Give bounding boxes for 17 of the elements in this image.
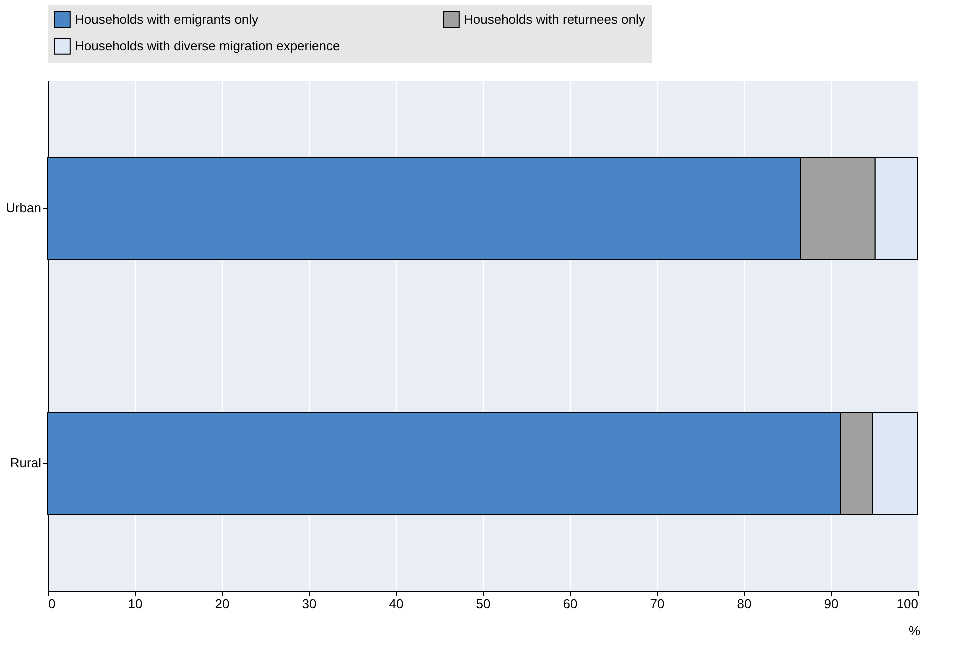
y-tick-label: Rural [10, 456, 42, 470]
legend-label: Households with diverse migration experience [75, 38, 340, 54]
x-tick-label: 80 [737, 596, 752, 612]
x-tick-label: 10 [128, 596, 143, 612]
y-tick-label: Urban [6, 200, 42, 216]
x-tick-label: 50 [476, 596, 491, 612]
x-tick-label: 60 [563, 596, 578, 612]
legend-label: Households with emigrants only [75, 12, 260, 27]
x-tick-label: 0 [48, 596, 56, 612]
x-tick-label: 40 [389, 596, 404, 612]
x-tick-label: 90 [824, 596, 839, 612]
legend-label: Households with returnees only [464, 12, 646, 27]
x-tick-label: 20 [215, 596, 230, 612]
x-axis-title: % [908, 624, 921, 638]
x-tick-label: 100 [896, 596, 918, 612]
x-tick-label: 30 [302, 596, 317, 612]
x-tick-label: 70 [650, 596, 665, 612]
